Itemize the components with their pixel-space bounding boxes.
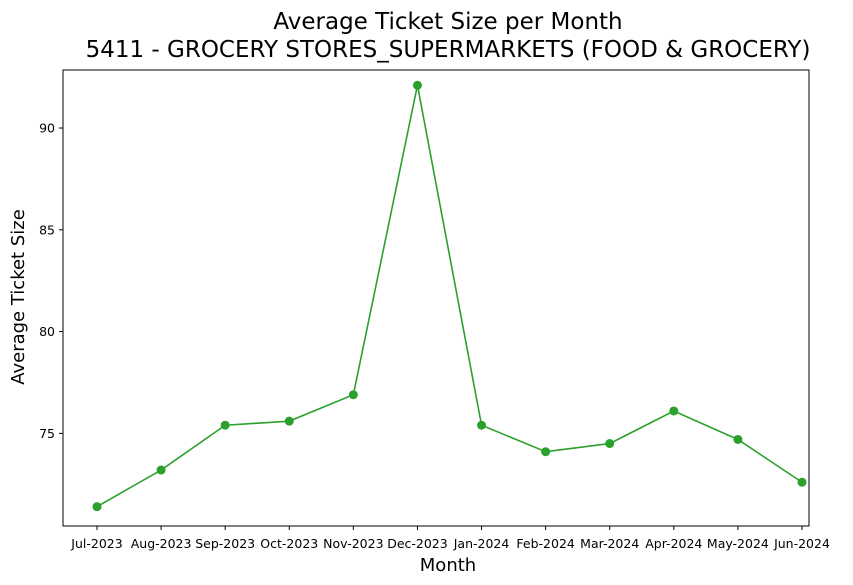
y-tick-label: 90: [39, 121, 55, 136]
x-tick-label: Mar-2024: [580, 536, 639, 551]
data-point: [284, 416, 294, 426]
x-tick-label: Jan-2024: [453, 536, 510, 551]
data-point: [797, 477, 807, 487]
data-point: [156, 465, 166, 475]
data-point: [477, 420, 487, 430]
x-tick-label: Apr-2024: [645, 536, 702, 551]
plot-area: [62, 69, 810, 527]
x-tick-label: Aug-2023: [131, 536, 192, 551]
y-tick-label: 75: [39, 426, 55, 441]
x-tick-label: Oct-2023: [260, 536, 318, 551]
x-axis-label: Month: [420, 555, 476, 576]
y-axis: 75 80 85 90: [39, 121, 63, 441]
x-tick-label: Nov-2023: [323, 536, 383, 551]
x-tick-label: Jul-2023: [70, 536, 122, 551]
x-tick-label: Feb-2024: [516, 536, 575, 551]
data-point: [92, 502, 102, 512]
data-point: [412, 80, 422, 90]
x-tick-label: Jun-2024: [773, 536, 830, 551]
data-point: [669, 406, 679, 416]
chart-subtitle: 5411 - GROCERY STORES_SUPERMARKETS (FOOD…: [86, 37, 811, 63]
y-axis-label: Average Ticket Size: [8, 209, 29, 385]
x-tick-label: Dec-2023: [387, 536, 448, 551]
series-layer: [92, 80, 807, 512]
y-tick-label: 80: [39, 324, 55, 339]
x-tick-label: Sep-2023: [195, 536, 255, 551]
data-point: [220, 420, 230, 430]
data-point: [605, 439, 615, 449]
series-line: [96, 85, 803, 508]
x-tick-label: May-2024: [707, 536, 769, 551]
y-tick-label: 85: [39, 222, 55, 237]
chart-title: Average Ticket Size per Month: [273, 9, 622, 35]
x-axis: Jul-2023 Aug-2023 Sep-2023 Oct-2023 Nov-2023…: [70, 526, 830, 551]
data-point: [348, 390, 358, 400]
data-point: [541, 447, 551, 457]
data-point: [733, 434, 743, 444]
